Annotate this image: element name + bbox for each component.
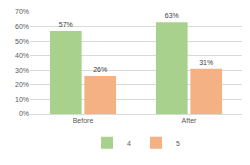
svg-text:26%: 26% <box>93 66 107 73</box>
svg-text:4: 4 <box>127 140 131 147</box>
svg-text:40%: 40% <box>15 52 29 59</box>
svg-text:31%: 31% <box>199 59 213 66</box>
svg-text:57%: 57% <box>59 21 73 28</box>
svg-text:5: 5 <box>176 140 180 147</box>
svg-text:Before: Before <box>73 117 94 124</box>
svg-text:60%: 60% <box>15 23 29 30</box>
svg-text:30%: 30% <box>15 67 29 74</box>
svg-text:70%: 70% <box>15 8 29 15</box>
svg-text:10%: 10% <box>15 96 29 103</box>
svg-text:20%: 20% <box>15 81 29 88</box>
svg-text:0%: 0% <box>19 110 29 117</box>
svg-text:After: After <box>182 117 197 124</box>
svg-text:50%: 50% <box>15 38 29 45</box>
svg-text:63%: 63% <box>165 12 179 19</box>
